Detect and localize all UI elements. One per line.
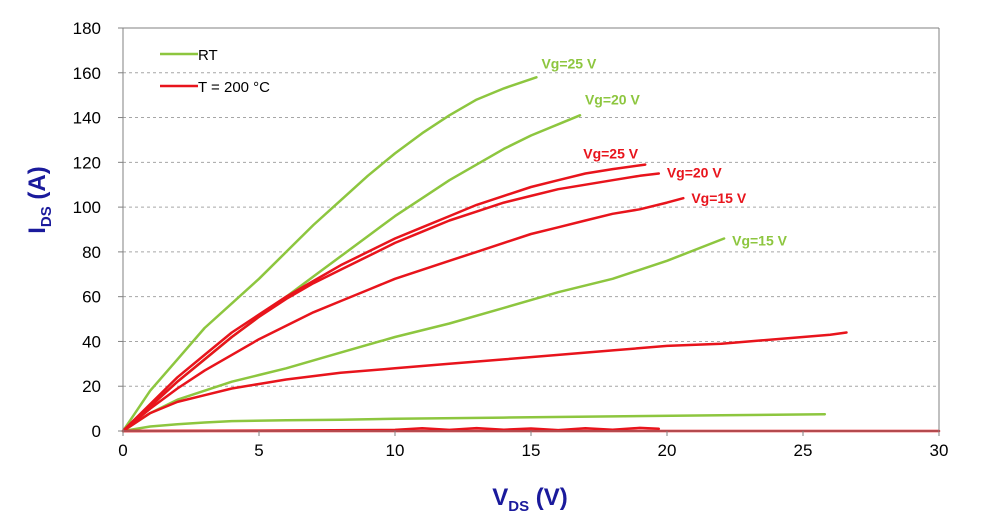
series-RT-2 — [121, 237, 726, 433]
y-tick-label: 60 — [82, 288, 101, 307]
x-tick-label: 30 — [930, 441, 949, 460]
curve-label-200C: Vg=15 V — [691, 190, 747, 206]
y-tick-label: 100 — [73, 198, 101, 217]
x-tick-label: 5 — [254, 441, 263, 460]
series-200C-4 — [121, 163, 647, 433]
tick-labels: 0 5 10 15 20 25 30 0 20 40 60 80 100 120 140 160 180 — [73, 19, 949, 460]
x-tick-label: 15 — [522, 441, 541, 460]
y-tick-label: 40 — [82, 332, 101, 351]
axis-titles: VDS (V) IDS (A) — [24, 166, 568, 515]
series-RT-0 — [121, 76, 538, 433]
legend-label: T = 200 °C — [198, 79, 270, 96]
legend: RT T = 200 °C — [160, 47, 270, 96]
x-tick-label: 25 — [794, 441, 813, 460]
x-tick-label: 0 — [118, 441, 127, 460]
curve-label-200C: Vg=20 V — [667, 165, 723, 181]
curve-label-RT: Vg=25 V — [541, 55, 597, 71]
y-tick-label: 180 — [73, 19, 101, 38]
curve-label-200C: Vg=25 V — [583, 146, 639, 162]
series-200C-5 — [121, 172, 661, 433]
x-tick-label: 10 — [386, 441, 405, 460]
y-tick-label: 160 — [73, 64, 101, 83]
curve-label-RT: Vg=20 V — [585, 91, 641, 107]
y-tick-label: 120 — [73, 153, 101, 172]
x-axis-title: VDS (V) — [492, 484, 568, 515]
axes — [118, 27, 940, 436]
series-RT-3 — [121, 412, 827, 433]
legend-label: RT — [198, 47, 218, 64]
y-tick-label: 140 — [73, 109, 101, 128]
y-tick-label: 80 — [82, 243, 101, 262]
series-200C-6 — [121, 196, 685, 433]
series-200C-7 — [121, 331, 848, 433]
x-tick-label: 20 — [658, 441, 677, 460]
curves — [121, 76, 941, 433]
y-tick-label: 0 — [92, 422, 101, 441]
y-tick-label: 20 — [82, 377, 101, 396]
curve-labels: Vg=25 V Vg=20 V Vg=15 V Vg=25 V Vg=20 V Vg=15… — [541, 55, 787, 248]
curve-label-RT: Vg=15 V — [732, 232, 788, 248]
y-axis-title: IDS (A) — [24, 166, 55, 234]
